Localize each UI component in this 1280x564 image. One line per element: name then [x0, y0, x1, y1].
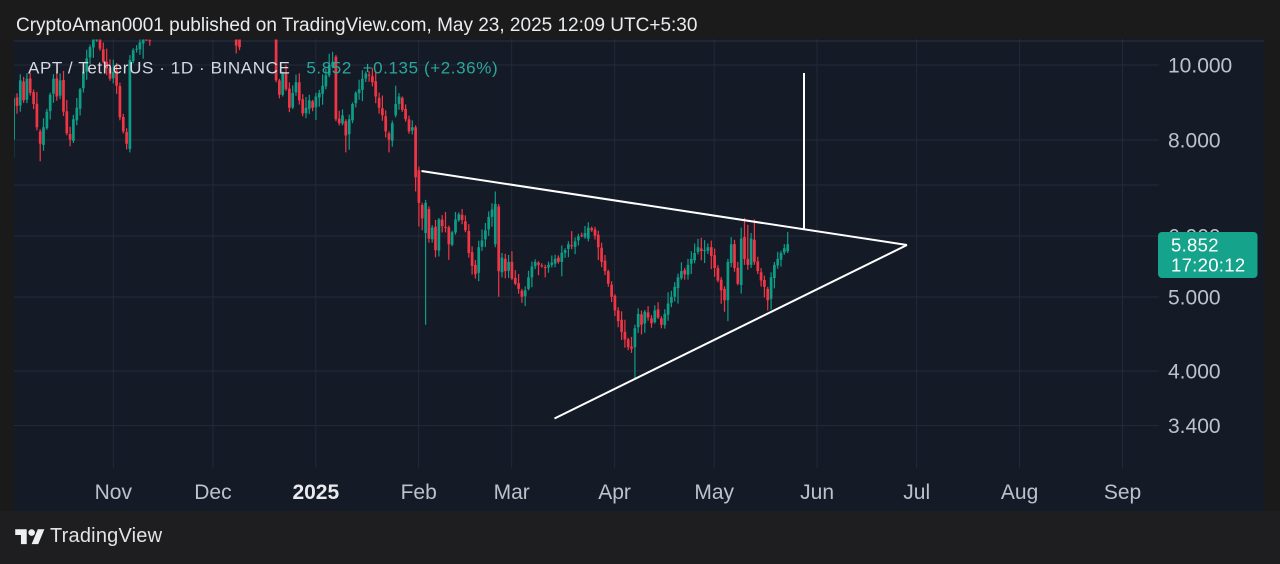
svg-text:Feb: Feb	[401, 481, 437, 504]
svg-text:Mar: Mar	[494, 481, 530, 504]
svg-text:2025: 2025	[292, 481, 339, 504]
svg-text:4.000: 4.000	[1168, 361, 1221, 384]
svg-text:May: May	[694, 481, 734, 504]
svg-text:8.000: 8.000	[1168, 130, 1221, 153]
svg-text:17:20:12: 17:20:12	[1171, 255, 1245, 276]
svg-text:Aug: Aug	[1001, 481, 1038, 504]
svg-text:5.852: 5.852	[1171, 235, 1219, 256]
svg-text:Jul: Jul	[903, 481, 930, 504]
svg-text:APT / TetherUS · 1D · BINANCE: APT / TetherUS · 1D · BINANCE 5.852 +0.1…	[28, 59, 498, 78]
svg-text:10.000: 10.000	[1168, 55, 1232, 78]
svg-text:Nov: Nov	[95, 481, 133, 504]
svg-text:Jun: Jun	[800, 481, 834, 504]
svg-text:3.400: 3.400	[1168, 415, 1221, 438]
svg-text:5.000: 5.000	[1168, 287, 1221, 310]
svg-text:Sep: Sep	[1104, 481, 1141, 504]
svg-text:Apr: Apr	[598, 481, 631, 504]
svg-text:Dec: Dec	[194, 481, 231, 504]
